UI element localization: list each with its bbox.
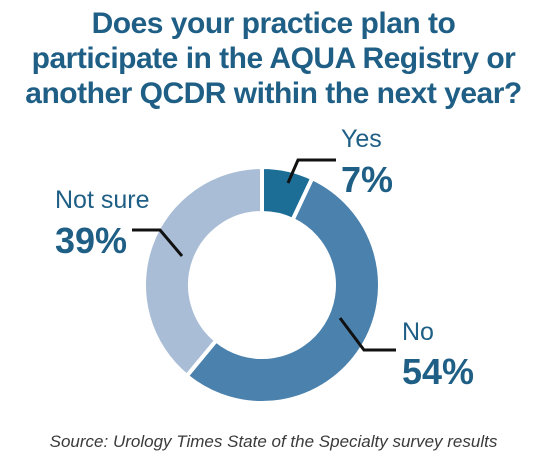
- slice-value-no: 54%: [402, 351, 474, 392]
- slice-value-not-sure: 39%: [55, 220, 127, 261]
- slice-label-no: No: [402, 318, 434, 346]
- source-note: Source: Urology Times State of the Speci…: [49, 432, 498, 451]
- chart-title-line: participate in the AQUA Registry or: [31, 42, 516, 75]
- chart-title-line: another QCDR within the next year?: [25, 77, 522, 110]
- slice-value-yes: 7%: [341, 159, 393, 200]
- donut-slice-no: [183, 175, 382, 405]
- chart-title: Does your practice plan to participate i…: [0, 6, 547, 111]
- leader-line-yes: [286, 158, 336, 184]
- chart-title-line: Does your practice plan to: [91, 7, 456, 40]
- leader-line-no: [338, 317, 396, 352]
- slice-label-not-sure: Not sure: [55, 186, 149, 214]
- donut-slice-not-sure: [142, 164, 264, 379]
- slice-label-yes: Yes: [341, 125, 382, 153]
- donut-slices: [142, 164, 382, 405]
- leader-line-not-sure: [132, 228, 184, 257]
